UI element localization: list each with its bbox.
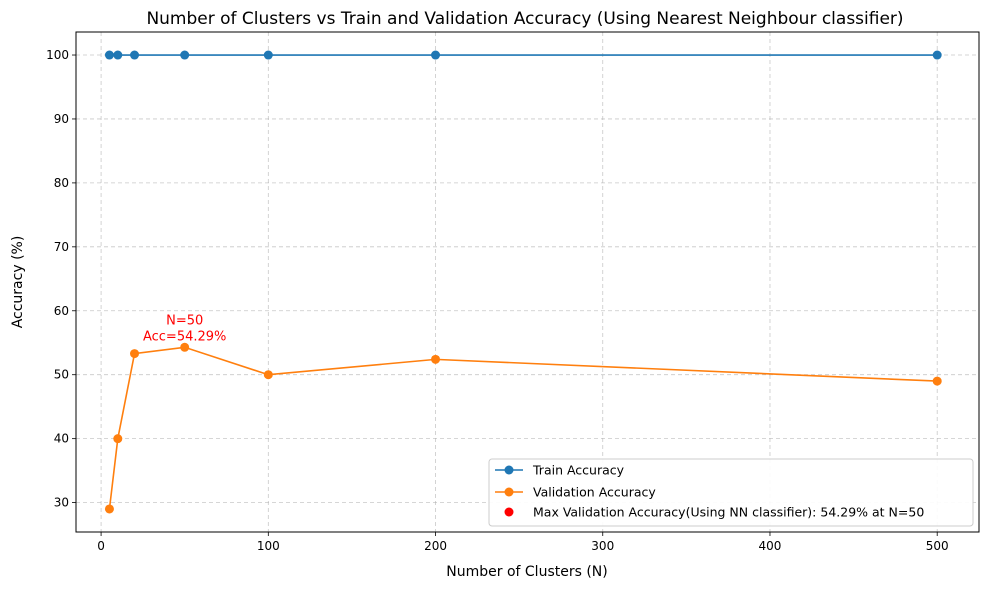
legend-val-label: Validation Accuracy: [533, 485, 656, 500]
x-tick-label: 100: [257, 539, 280, 553]
data-point: [113, 434, 123, 444]
y-tick-label: 90: [54, 112, 69, 126]
annotation-line-2: Acc=54.29%: [143, 329, 226, 344]
y-tick-label: 60: [54, 304, 69, 318]
x-tick-label: 0: [97, 539, 105, 553]
x-axis-label: Number of Clusters (N): [446, 564, 607, 580]
y-axis-label: Accuracy (%): [10, 236, 26, 329]
x-tick-label: 300: [591, 539, 614, 553]
data-point: [431, 354, 441, 364]
annotation-line-1: N=50: [166, 313, 203, 328]
y-tick-label: 70: [54, 240, 69, 254]
series-1: [104, 342, 942, 514]
legend-box: [488, 458, 974, 527]
y-axis: 30 40 50 60 70 80 90 100: [46, 48, 76, 510]
max-annotation: N=50 Acc=54.29%: [143, 313, 226, 344]
data-point: [130, 50, 140, 60]
legend-train-label: Train Accuracy: [532, 463, 625, 478]
y-tick-label: 30: [54, 496, 69, 510]
plot-area: [75, 31, 980, 533]
data-point: [263, 50, 273, 60]
y-tick-label: 50: [54, 368, 69, 382]
data-point: [431, 50, 441, 60]
data-point: [932, 376, 942, 386]
x-tick-label: 200: [424, 539, 447, 553]
x-tick-label: 400: [759, 539, 782, 553]
chart-title: Number of Clusters vs Train and Validati…: [146, 9, 903, 29]
series-layer: [104, 50, 942, 514]
data-point: [113, 50, 123, 60]
series-0: [104, 50, 942, 60]
legend-max-label: Max Validation Accuracy(Using NN classif…: [533, 505, 924, 520]
legend-val-marker: [504, 487, 514, 497]
y-tick-label: 80: [54, 176, 69, 190]
y-tick-label: 100: [46, 48, 69, 62]
data-point: [180, 50, 190, 60]
x-axis: 0 100 200 300 400 500: [97, 532, 949, 553]
data-point: [104, 504, 114, 514]
grid: [76, 32, 979, 532]
data-point: [130, 349, 140, 359]
legend-max-marker: [504, 507, 514, 517]
legend-train-marker: [504, 465, 514, 475]
data-point: [263, 370, 273, 380]
data-point: [180, 342, 190, 352]
data-point: [932, 50, 942, 60]
data-point: [104, 50, 114, 60]
legend: Train Accuracy Validation Accuracy Max V…: [488, 458, 974, 527]
x-tick-label: 500: [926, 539, 949, 553]
y-tick-label: 40: [54, 432, 69, 446]
